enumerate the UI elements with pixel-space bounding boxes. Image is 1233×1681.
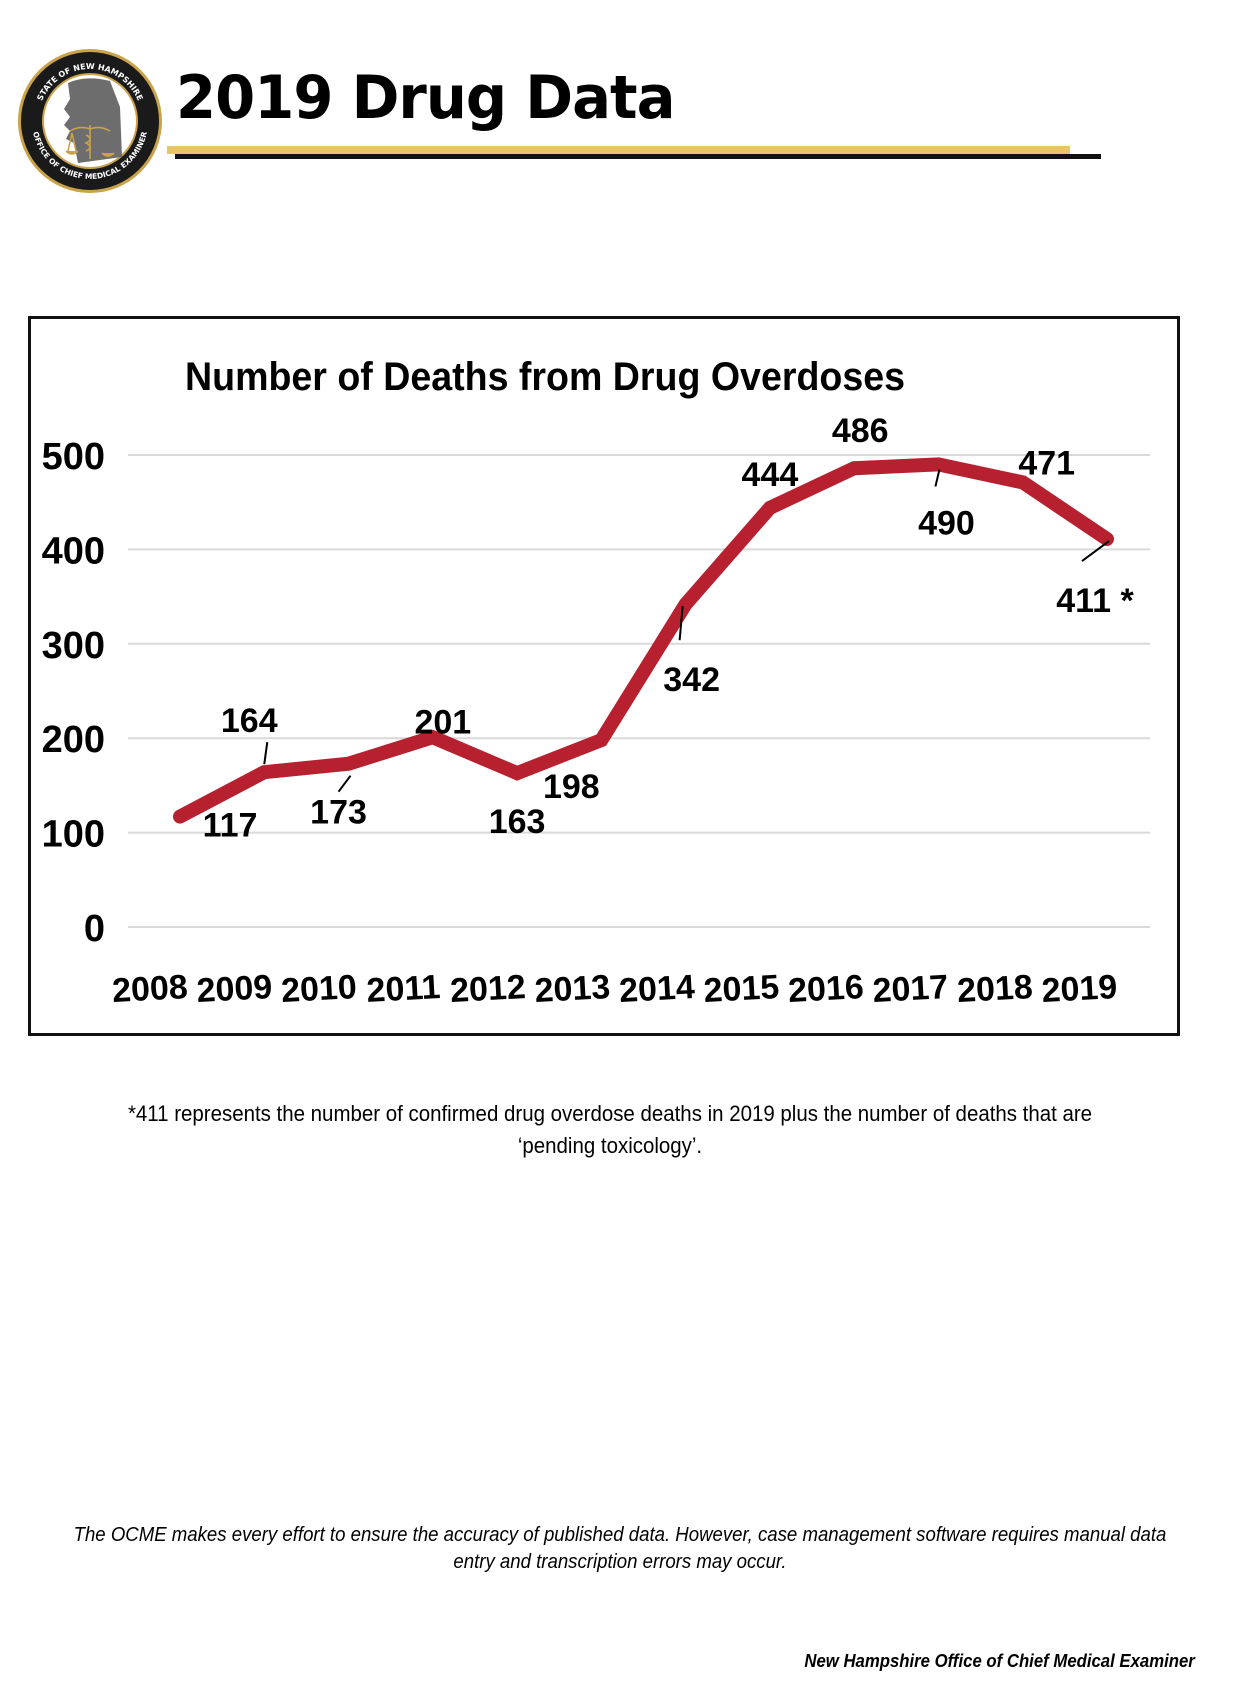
x-tick-label: 2013	[534, 968, 612, 1010]
leader-line	[337, 775, 352, 793]
x-tick-label: 2018	[956, 968, 1034, 1010]
data-label: 201	[414, 703, 471, 741]
title-underline-black	[175, 154, 1101, 159]
data-label: 471	[1018, 444, 1075, 482]
data-label: 490	[918, 504, 975, 542]
asterisk-footnote: *411 represents the number of confirmed …	[127, 1101, 1093, 1158]
data-label: 342	[663, 661, 720, 699]
data-label: 198	[543, 768, 600, 806]
y-tick-label: 0	[84, 908, 105, 950]
y-tick-label: 500	[42, 436, 105, 478]
page-title: 2019 Drug Data	[176, 63, 675, 133]
accuracy-disclaimer: The OCME makes every effort to ensure th…	[73, 1524, 1167, 1573]
y-tick-label: 200	[42, 719, 105, 761]
x-tick-label: 2019	[1041, 968, 1119, 1010]
profile-silhouette-icon	[64, 78, 122, 163]
x-tick-label: 2014	[618, 968, 696, 1010]
x-tick-label: 2015	[703, 968, 781, 1010]
chart-frame	[28, 316, 1180, 1036]
data-label: 411 *	[1056, 582, 1134, 620]
data-label: 173	[310, 794, 367, 832]
y-tick-label: 100	[42, 814, 105, 856]
y-tick-label: 400	[42, 530, 105, 572]
x-tick-label: 2017	[872, 968, 950, 1010]
data-label: 486	[832, 412, 889, 450]
footer-organization: New Hampshire Office of Chief Medical Ex…	[804, 1651, 1195, 1671]
data-label: 164	[221, 702, 278, 740]
data-label: 444	[742, 456, 799, 494]
data-label: 163	[489, 803, 546, 841]
title-underline-gold	[167, 146, 1070, 154]
y-tick-label: 300	[42, 625, 105, 667]
x-tick-label: 2008	[111, 968, 189, 1010]
data-line	[173, 457, 1114, 824]
x-tick-label: 2009	[196, 968, 274, 1010]
data-label: 117	[203, 807, 258, 845]
leader-line	[263, 742, 269, 765]
x-tick-label: 2012	[449, 968, 527, 1010]
x-tick-label: 2011	[366, 968, 442, 1010]
leader-line	[678, 606, 684, 641]
x-tick-label: 2010	[280, 968, 358, 1010]
chart-title: Number of Deaths from Drug Overdoses	[185, 355, 905, 399]
leader-line	[934, 469, 941, 487]
caduceus-scales-icon	[65, 125, 115, 159]
leader-line	[1081, 540, 1110, 562]
ocme-seal-logo: STATE OF NEW HAMPSHIRE OFFICE OF CHIEF M…	[18, 49, 162, 193]
x-tick-label: 2016	[787, 968, 865, 1010]
